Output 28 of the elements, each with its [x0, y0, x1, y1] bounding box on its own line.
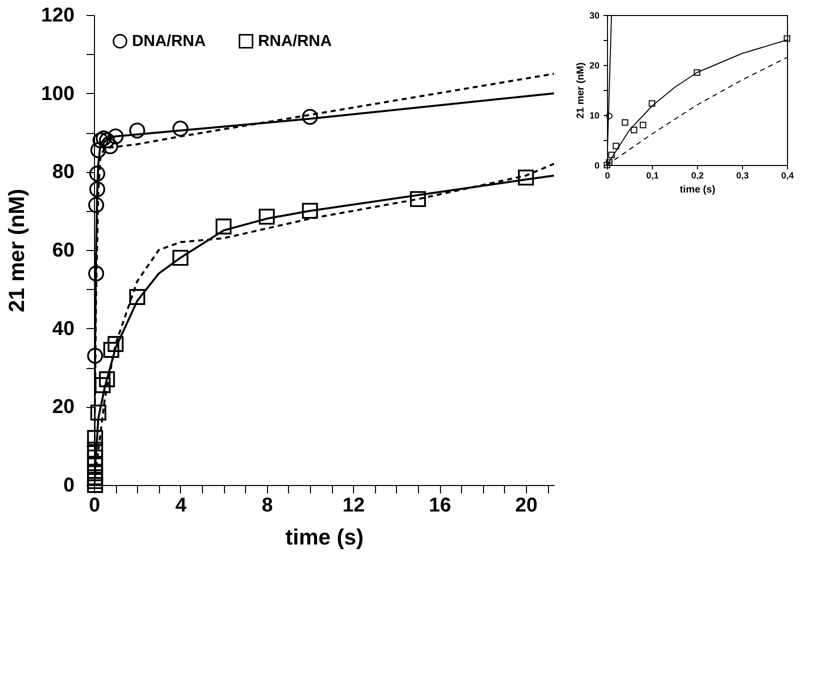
y-tick-label: 40 [52, 318, 74, 340]
x-tick-label: 0,2 [691, 170, 704, 180]
x-tick-label: 0,4 [781, 170, 794, 180]
x-tick-label: 20 [515, 494, 538, 516]
x-tick-label: 12 [342, 494, 365, 516]
x-tick-label: 0,3 [736, 170, 749, 180]
y-axis-title: 21 mer (nM) [575, 62, 586, 119]
x-tick-label: 8 [262, 494, 273, 516]
y-tick-label: 80 [52, 161, 74, 184]
y-tick-label: 0 [594, 160, 600, 170]
x-axis-title: time (s) [285, 524, 364, 550]
x-tick-label: 16 [428, 494, 452, 516]
y-tick-label: 100 [41, 82, 74, 105]
y-tick-label: 60 [52, 240, 74, 262]
y-tick-label: 20 [52, 396, 74, 418]
y-tick-label: 20 [589, 60, 600, 70]
x-tick-label: 4 [175, 494, 188, 516]
y-tick-label: 120 [41, 4, 74, 26]
x-tick-label: 0,1 [646, 170, 659, 180]
x-axis-title: time (s) [680, 184, 716, 196]
legend-label: RNA/RNA [258, 33, 332, 50]
y-axis-title: 21 mer (nM) [4, 188, 30, 312]
y-tick-label: 10 [589, 110, 600, 120]
x-tick-label: 0 [88, 494, 100, 516]
legend-label: DNA/RNA [132, 33, 206, 50]
y-tick-label: 0 [63, 474, 74, 496]
x-tick-label: 0 [604, 170, 610, 180]
y-tick-label: 30 [589, 10, 600, 20]
